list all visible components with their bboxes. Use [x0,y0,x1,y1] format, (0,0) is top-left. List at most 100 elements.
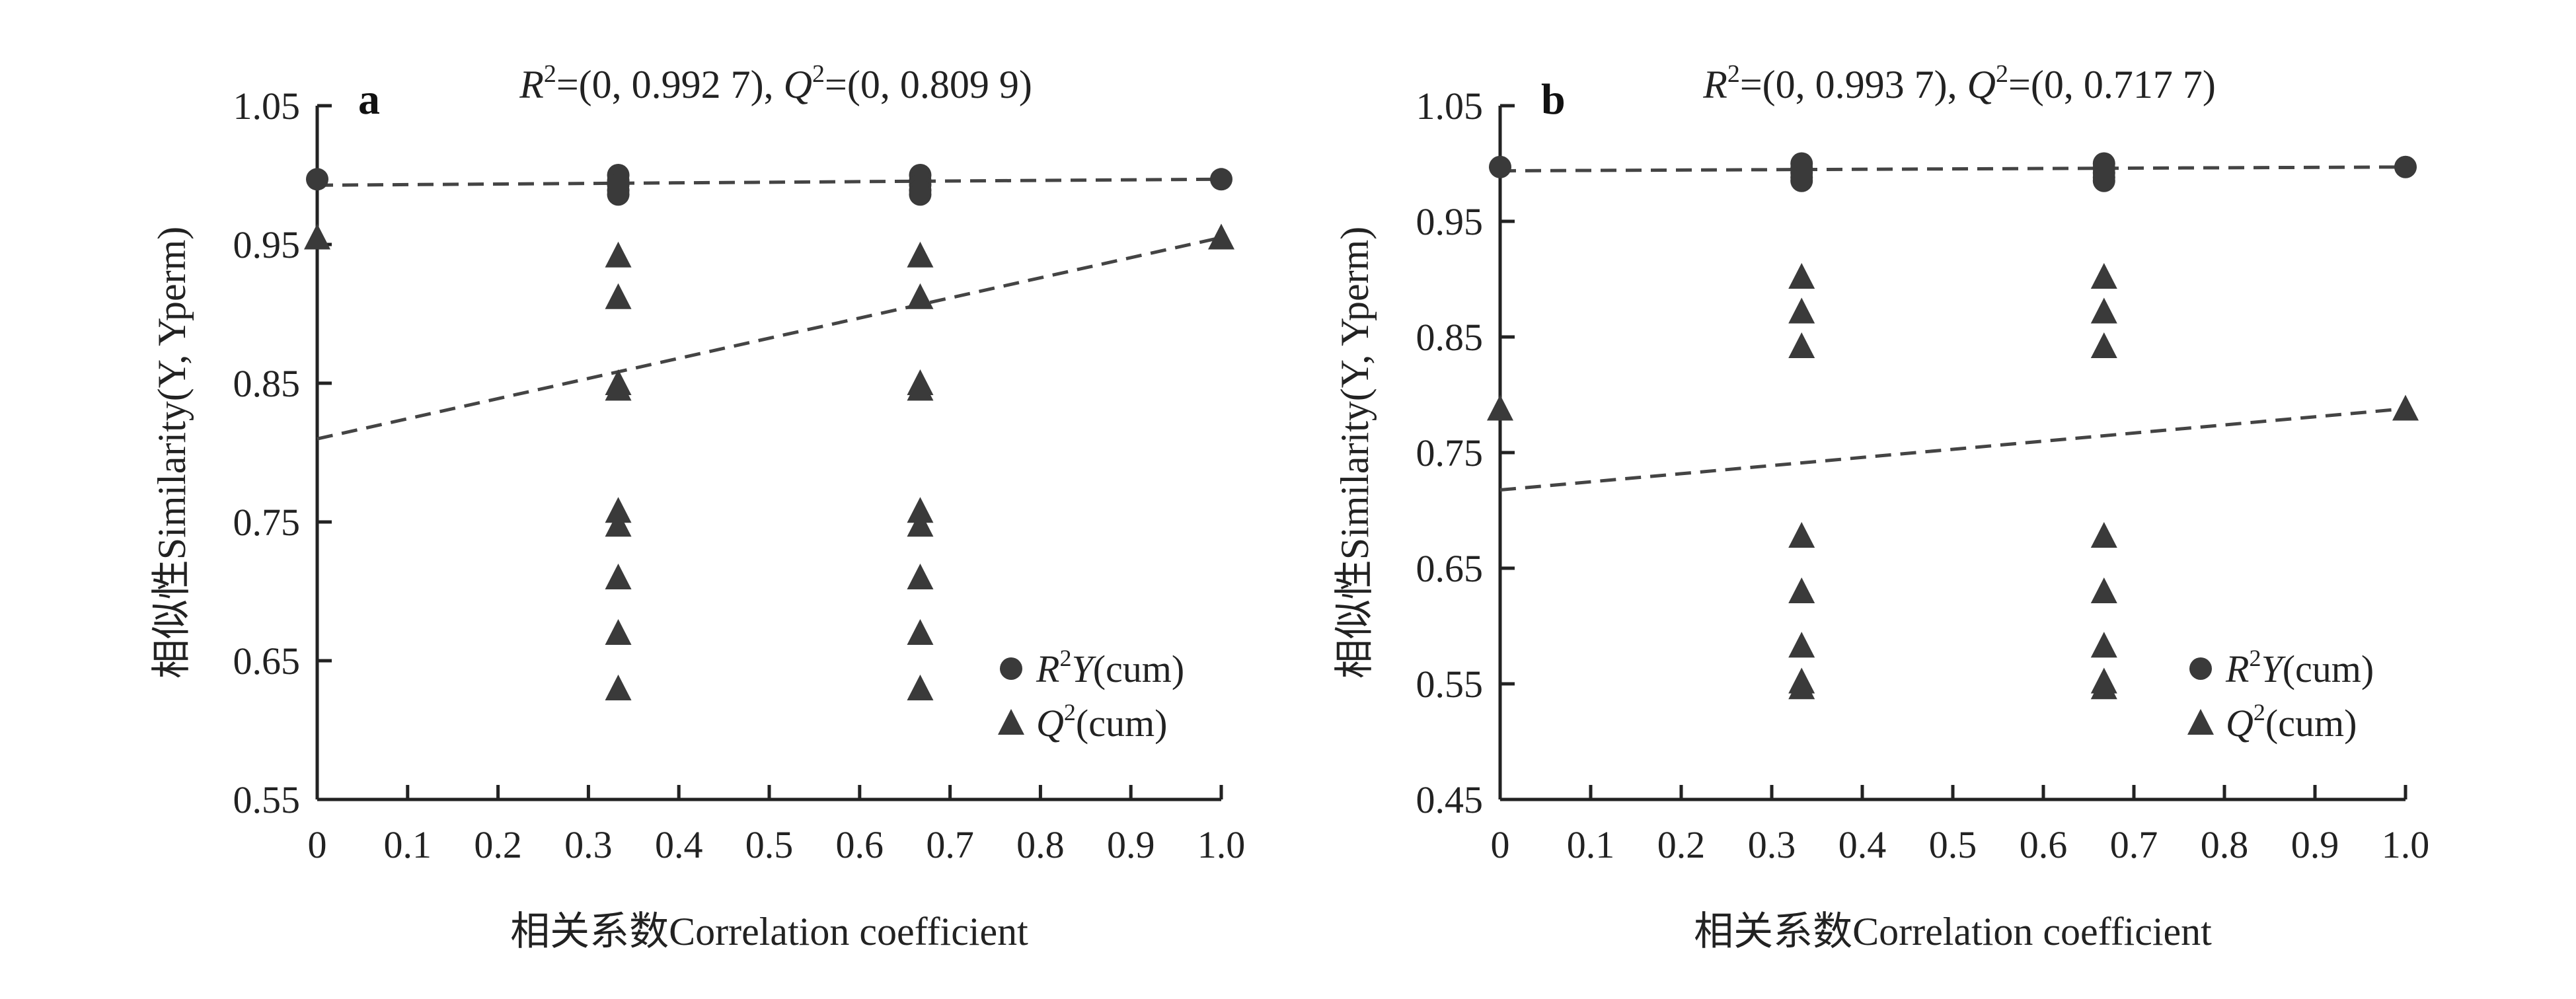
q2-point [605,375,632,401]
r2y-point [909,183,932,206]
series-q2: Q2(cum) [304,223,1234,745]
x-axis-label: 相关系数Correlation coefficient [1694,910,2212,953]
x-tick-label: 0.9 [1107,823,1155,866]
q2-point [907,619,934,645]
series-q2: Q2(cum) [1487,263,2419,745]
y-tick-label: 0.95 [233,223,301,266]
panel-label: a [358,75,380,124]
series-r2y: R2Y(cum) [1489,152,2417,690]
q2-point [907,283,934,309]
q2-point [1788,297,1815,324]
x-tick-label: 0.6 [2020,823,2068,866]
q2-point [304,223,330,250]
chart-panel-a: 0 0.1 0.2 0.3 0.4 0.5 0.6 0.7 0.8 0.9 1.0 0.55 0.65 0… [150,60,1245,953]
fit-annotation: R2=(0, 0.993 7), Q2=(0, 0.717 7) [1702,60,2216,106]
x-tick-label: 0 [1491,823,1510,866]
q2-point [2090,577,2117,603]
q2-point [2090,632,2117,658]
panel-label: b [1541,75,1566,124]
q2-point [1788,673,1815,700]
legend-r2y-marker [1000,657,1022,680]
q2-point [1788,632,1815,658]
r2y-point [306,168,328,191]
y-axis-label: 相似性Similarity(Y, Yperm) [150,227,194,679]
x-tick-label: 0.4 [1838,823,1887,866]
y-axis-label: 相似性Similarity(Y, Yperm) [1333,227,1377,679]
r2y-point [2394,155,2417,178]
q2-point [2090,297,2117,324]
legend-r2y-marker [2189,657,2212,680]
r2y-trend-line [1499,165,2406,173]
q2-trend-line [1499,407,2406,492]
x-tick-label: 1.0 [2382,823,2430,866]
x-tick-label: 0.9 [2291,823,2339,866]
x-tick-label: 0.3 [1748,823,1796,866]
q2-point [605,511,632,537]
x-tick-label: 0.7 [2110,823,2158,866]
x-tick-label: 0.7 [926,823,974,866]
q2-point [605,619,632,645]
x-tick-label: 0.5 [745,823,794,866]
x-tick-label: 0.2 [1657,823,1706,866]
q2-point [1788,332,1815,358]
q2-point [605,564,632,589]
q2-point [907,241,934,268]
fit-annotation: R2=(0, 0.992 7), Q2=(0, 0.809 9) [519,60,1032,106]
x-tick-label: 0.1 [384,823,432,866]
chart-panel-b: 0 0.1 0.2 0.3 0.4 0.5 0.6 0.7 0.8 0.9 1.0 0.45 0.55 0… [1333,60,2429,953]
y-tick-label: 0.85 [233,362,301,405]
x-tick-label: 0.5 [1929,823,1977,866]
q2-point [2090,263,2117,289]
x-tick-label: 0.6 [836,823,884,866]
q2-point [1487,394,1513,421]
q2-point [2090,522,2117,548]
x-tick-label: 0.2 [474,823,522,866]
legend-label-r2y: R2Y(cum) [2225,645,2374,690]
y-tick-label: 0.65 [1416,547,1484,590]
y-tick-label: 0.75 [233,501,301,544]
legend-label-r2y: R2Y(cum) [1036,645,1184,690]
y-tick-label: 0.85 [1416,316,1484,359]
x-tick-label: 0.4 [655,823,703,866]
series-r2y: R2Y(cum) [306,164,1232,690]
q2-point [605,241,632,268]
x-tick-label: 0.3 [564,823,613,866]
y-tick-label: 0.65 [233,640,301,683]
q2-point [605,283,632,309]
q2-point [1788,522,1815,548]
r2y-point [1790,169,1813,192]
x-axis-label: 相关系数Correlation coefficient [510,910,1028,953]
y-tick-label: 0.55 [233,778,301,821]
y-tick-label: 0.95 [1416,200,1484,243]
q2-point [1788,577,1815,603]
x-tick-label: 0.8 [2201,823,2249,866]
q2-point [907,564,934,589]
q2-point [907,375,934,401]
y-tick-label: 0.75 [1416,431,1484,474]
r2y-point [607,183,630,206]
legend-label-q2: Q2(cum) [1036,699,1167,745]
r2y-point [1210,168,1232,191]
x-tick-label: 0.1 [1567,823,1615,866]
q2-point [2090,673,2117,700]
y-tick-label: 0.55 [1416,663,1484,706]
q2-point [1208,223,1234,250]
q2-point [2090,332,2117,358]
r2y-point [2092,169,2115,192]
y-tick-label: 1.05 [233,85,301,128]
q2-point [605,675,632,700]
x-tick-label: 1.0 [1197,823,1246,866]
x-tick-label: 0.8 [1016,823,1065,866]
q2-trend-line [317,236,1222,441]
y-tick-label: 1.05 [1416,85,1484,128]
q2-point [907,511,934,537]
q2-point [2392,394,2419,421]
q2-point [605,497,632,523]
q2-point [907,497,934,523]
legend-q2-marker [998,709,1024,735]
legend-label-q2: Q2(cum) [2226,699,2357,745]
r2y-point [1489,155,1511,178]
y-tick-label: 0.45 [1416,778,1484,821]
legend-q2-marker [2187,709,2214,735]
